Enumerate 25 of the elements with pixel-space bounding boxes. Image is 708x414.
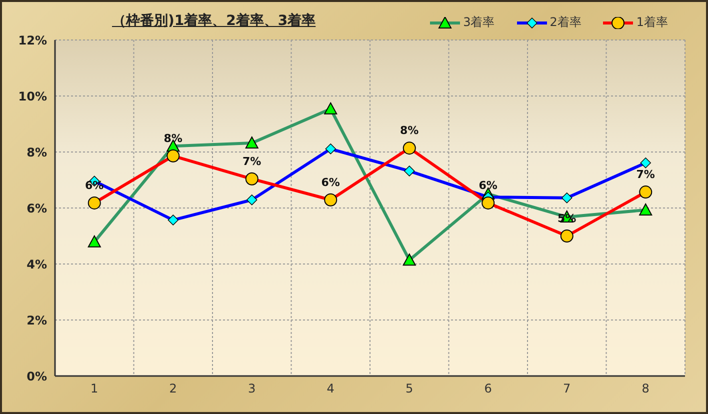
y-tick-label: 12%	[18, 33, 47, 48]
data-label: 6%	[321, 176, 340, 189]
x-tick-label: 6	[484, 382, 492, 396]
data-label: 8%	[400, 124, 419, 138]
y-tick-label: 0%	[26, 369, 47, 384]
x-tick-label: 2	[169, 382, 177, 396]
x-tick-label: 3	[248, 382, 256, 396]
legend-label: 3着率	[463, 14, 495, 31]
y-tick-label: 6%	[26, 201, 47, 216]
data-label: 7%	[242, 154, 262, 168]
data-label: 8%	[164, 132, 182, 145]
legend-label: 2着率	[550, 14, 582, 31]
x-tick-label: 7	[563, 382, 571, 396]
y-tick-label: 4%	[26, 257, 47, 272]
y-tick-label: 8%	[26, 145, 47, 160]
x-tick-label: 8	[642, 382, 650, 396]
y-tick-label: 10%	[18, 89, 47, 104]
legend-label: 1着率	[636, 14, 668, 31]
data-label: 6%	[478, 178, 498, 192]
x-tick-label: 1	[90, 382, 98, 396]
data-label: 7%	[636, 168, 655, 182]
x-tick-label: 4	[326, 382, 334, 396]
chart-title: （枠番別)1着率、2着率、3着率	[112, 12, 316, 30]
y-tick-label: 2%	[26, 313, 47, 328]
x-tick-label: 5	[406, 382, 414, 396]
